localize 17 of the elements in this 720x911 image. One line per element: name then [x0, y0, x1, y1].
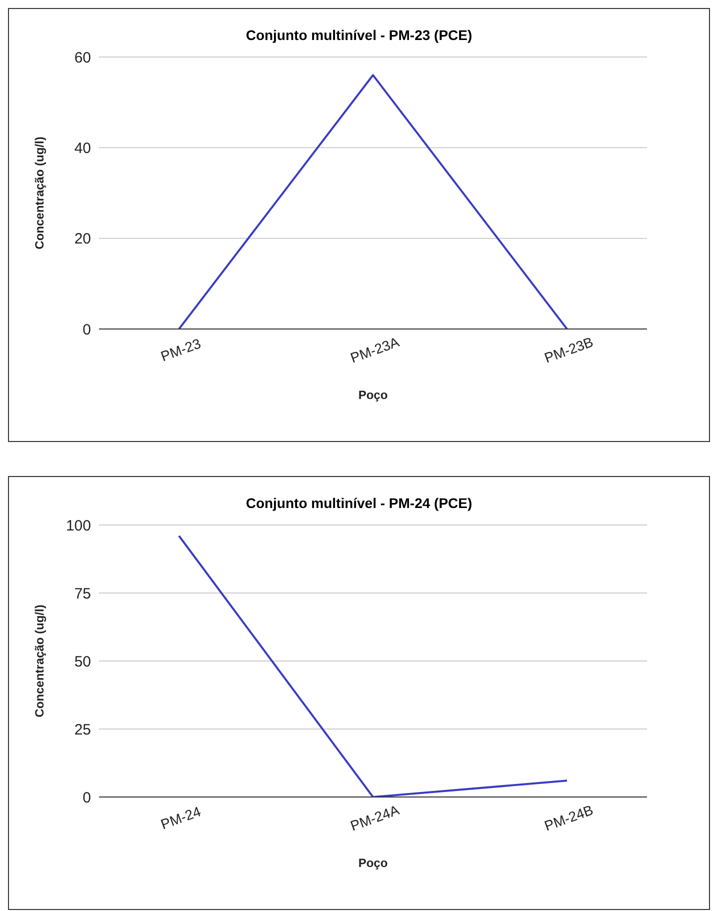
- y-tick-label: 50: [74, 653, 91, 670]
- y-tick-label: 0: [82, 789, 91, 806]
- x-tick-label: PM-23: [158, 335, 204, 364]
- y-tick-label: 75: [74, 585, 91, 602]
- y-tick-label: 0: [82, 321, 91, 338]
- x-axis-title: Poço: [358, 388, 388, 402]
- y-tick-label: 20: [74, 230, 91, 248]
- y-tick-label: 25: [74, 721, 91, 738]
- y-axis-title: Concentração (ug/l): [32, 604, 46, 718]
- chart-title: Conjunto multinível - PM-23 (PCE): [244, 27, 474, 45]
- chart-title: Conjunto multinível - PM-24 (PCE): [244, 495, 474, 513]
- y-axis-title: Concentração (ug/l): [32, 136, 46, 250]
- y-tick-label: 60: [74, 49, 91, 66]
- y-tick-label: 100: [66, 517, 91, 534]
- y-tick-label: 40: [74, 140, 91, 157]
- x-axis-title: Poço: [358, 856, 388, 870]
- x-tick-label: PM-24: [158, 803, 204, 832]
